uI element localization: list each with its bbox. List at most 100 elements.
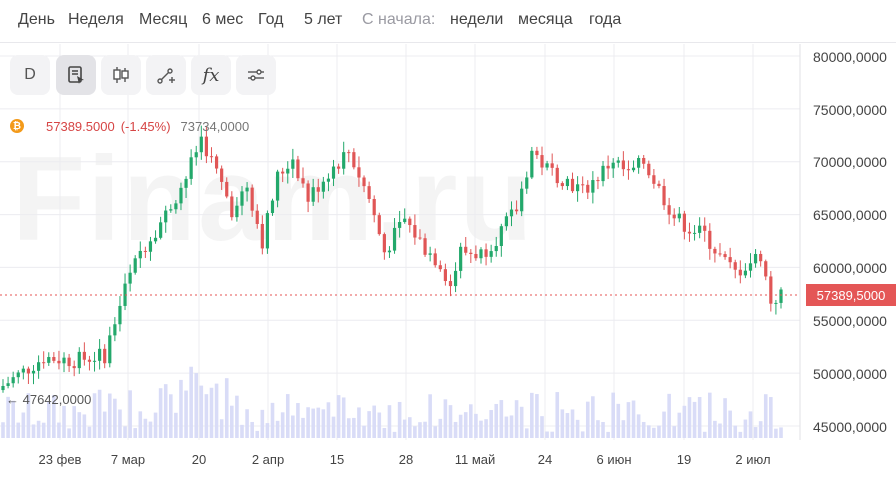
volume-bar	[448, 405, 453, 438]
candle	[423, 238, 427, 255]
x-tick-label: 15	[329, 452, 345, 467]
draw-tool-icon[interactable]	[56, 55, 96, 95]
x-tick-label: 28	[398, 452, 414, 467]
volume-bar	[723, 398, 727, 438]
candle	[281, 171, 285, 174]
y-tick-label: 75000,0000	[813, 102, 887, 118]
candle	[357, 167, 361, 178]
volume-bar	[743, 419, 748, 438]
candle	[316, 187, 320, 192]
candle	[642, 157, 646, 164]
volume-bar	[769, 397, 773, 438]
volume-bar	[270, 402, 275, 438]
since-week-option[interactable]: недели	[450, 11, 504, 28]
since-month-option[interactable]: месяца	[518, 11, 573, 28]
candle	[337, 166, 341, 169]
candle	[189, 157, 193, 179]
range-week[interactable]: Неделя	[68, 11, 124, 28]
volume-bar	[265, 423, 270, 438]
range-5-years[interactable]: 5 лет	[304, 11, 343, 28]
volume-bar	[21, 412, 26, 438]
volume-bar	[514, 400, 519, 438]
volume-bar	[524, 428, 529, 438]
candle	[733, 262, 737, 270]
volume-bar	[479, 420, 483, 438]
volume-bar	[123, 426, 127, 438]
volume-bar	[158, 388, 163, 438]
candle	[713, 248, 717, 254]
candle	[398, 222, 402, 228]
candle	[560, 183, 564, 187]
candle	[326, 178, 331, 182]
volume-bar	[636, 414, 641, 438]
volume-bar	[631, 400, 636, 438]
candle	[306, 183, 310, 202]
volume-bar	[153, 412, 158, 438]
volume-bar	[499, 400, 504, 438]
volume-bar	[463, 412, 468, 438]
volume-bar	[672, 426, 677, 438]
candle	[520, 188, 524, 212]
candle	[576, 184, 580, 192]
candle	[718, 253, 722, 255]
candle	[474, 253, 478, 259]
range-year[interactable]: Год	[258, 11, 284, 28]
candle	[413, 225, 417, 238]
line-tool-icon[interactable]	[146, 55, 186, 95]
candle	[42, 362, 46, 364]
candle	[743, 270, 748, 276]
volume-bar	[763, 394, 768, 438]
range-day[interactable]: День	[18, 11, 55, 28]
x-tick-label: 19	[676, 452, 692, 467]
x-tick-label: 20	[191, 452, 207, 467]
volume-bar	[97, 389, 102, 438]
candle	[164, 210, 168, 223]
volume-bar	[199, 385, 204, 438]
volume-bar	[774, 428, 778, 438]
range-6-months[interactable]: 6 мес	[202, 11, 244, 28]
volume-bar	[316, 407, 321, 438]
volume-bar	[230, 405, 234, 438]
candle	[21, 368, 25, 373]
candle	[545, 163, 549, 168]
volume-bar	[194, 373, 199, 438]
candle	[530, 150, 534, 178]
volume-bar	[682, 405, 687, 438]
volume-bar	[413, 426, 417, 438]
volume-bar	[555, 392, 560, 438]
volume-bar	[713, 420, 717, 438]
candle	[230, 196, 234, 218]
volume-bar	[535, 394, 539, 438]
volume-bar	[606, 431, 610, 438]
candle	[209, 156, 214, 158]
volume-bar	[362, 425, 366, 438]
candle	[72, 366, 76, 369]
volume-bar	[92, 393, 97, 438]
volume-bar	[36, 420, 41, 438]
candle	[92, 360, 97, 362]
volume-bar	[179, 379, 183, 438]
volume-bar	[718, 423, 722, 438]
candle	[174, 203, 178, 210]
bitcoin-icon: ₿	[10, 119, 24, 133]
candle	[748, 263, 753, 271]
range-month[interactable]: Месяц	[139, 11, 188, 28]
candle	[265, 213, 270, 249]
volume-bar	[341, 397, 346, 438]
settings-sliders-icon[interactable]	[236, 55, 276, 95]
candle	[499, 226, 503, 247]
x-tick-label: 23 фев	[38, 452, 82, 467]
candle	[753, 253, 758, 264]
volume-bar	[204, 394, 209, 438]
candle	[153, 237, 158, 242]
candle	[235, 205, 239, 218]
interval-button[interactable]: D	[10, 55, 50, 95]
candles-icon[interactable]	[101, 55, 141, 95]
candle	[214, 156, 219, 169]
indicators-icon[interactable]: fx	[191, 55, 231, 95]
volume-bar	[16, 422, 21, 438]
candle	[87, 359, 92, 362]
since-year-option[interactable]: года	[589, 11, 622, 28]
candle	[321, 181, 325, 192]
